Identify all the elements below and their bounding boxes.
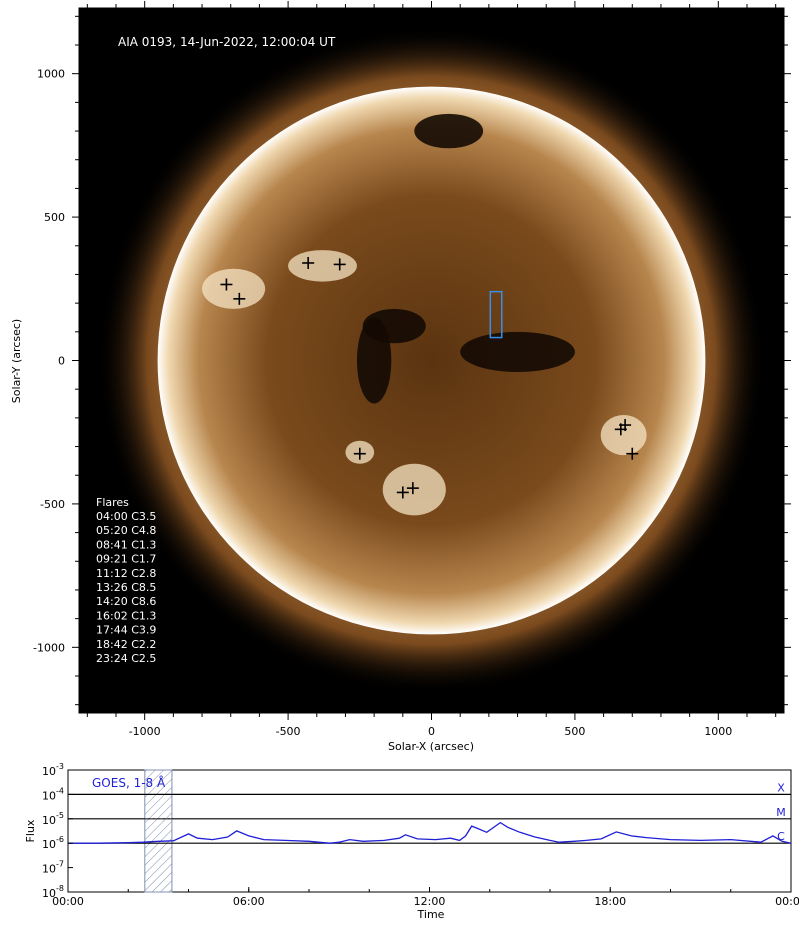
y-tick-label: 1000 bbox=[37, 68, 65, 81]
flare-marker bbox=[353, 447, 366, 460]
goes-panel: XMC 00:0006:0012:0018:0000:0010-310-410-… bbox=[24, 762, 799, 921]
goes-plot-area bbox=[67, 769, 792, 893]
goes-xlabel: Time bbox=[417, 908, 445, 921]
goes-y-tick-exponent: -7 bbox=[56, 860, 64, 869]
goes-y-tick-exponent: -4 bbox=[56, 786, 64, 795]
goes-y-tick-base: 10 bbox=[42, 863, 56, 876]
goes-y-tick-exponent: -6 bbox=[56, 835, 64, 844]
goes-y-tick-exponent: -8 bbox=[56, 884, 64, 893]
y-tick-label: -1000 bbox=[33, 641, 65, 654]
flare-marker bbox=[233, 292, 246, 305]
flare-list-item: 09:21 C1.7 bbox=[96, 553, 156, 566]
x-tick-label: 1000 bbox=[704, 725, 732, 738]
goes-flux-series bbox=[68, 821, 792, 844]
image-axes: -1000 -500 0 500 1000 -1000 -500 0 500 1000 bbox=[33, 1, 791, 738]
flare-marker bbox=[220, 278, 233, 291]
flare-list-item: 05:20 C4.8 bbox=[96, 524, 156, 537]
goes-label: GOES, 1-8 Å bbox=[92, 775, 166, 790]
image-xlabel: Solar-X (arcsec) bbox=[388, 740, 474, 753]
goes-x-tick-label: 18:00 bbox=[594, 895, 626, 908]
x-tick-label: 0 bbox=[428, 725, 435, 738]
y-tick-label: 0 bbox=[58, 355, 65, 368]
sun-disk-group bbox=[97, 26, 766, 695]
coronal-hole bbox=[414, 113, 484, 149]
image-title: AIA 0193, 14-Jun-2022, 12:00:04 UT bbox=[118, 35, 336, 49]
flare-list-item: 11:12 C2.8 bbox=[96, 567, 156, 580]
goes-ylabel: Flux bbox=[24, 819, 37, 842]
flare-list-item: 04:00 C3.5 bbox=[96, 510, 156, 523]
coronal-hole bbox=[460, 331, 575, 372]
goes-class-lines: XMC bbox=[68, 781, 791, 844]
active-region bbox=[288, 250, 357, 282]
class-label: M bbox=[776, 806, 786, 819]
x-tick-label: -500 bbox=[276, 725, 301, 738]
goes-y-tick-exponent: -3 bbox=[56, 762, 64, 771]
flare-marker bbox=[302, 256, 315, 269]
goes-x-tick-label: 00:00 bbox=[52, 895, 84, 908]
goes-y-tick-base: 10 bbox=[42, 789, 56, 802]
goes-x-tick-label: 12:00 bbox=[414, 895, 446, 908]
flare-marker bbox=[333, 258, 346, 271]
goes-y-tick-base: 10 bbox=[42, 765, 56, 778]
flare-list-item: 08:41 C1.3 bbox=[96, 538, 156, 551]
flare-list: 04:00 C3.505:20 C4.808:41 C1.3 09:21 C1.7… bbox=[96, 510, 156, 665]
flare-list-item: 13:26 C8.5 bbox=[96, 581, 156, 594]
flare-markers bbox=[220, 256, 639, 499]
coronal-hole bbox=[356, 317, 392, 404]
flare-list-item: 23:24 C2.5 bbox=[96, 652, 156, 665]
goes-axes: 00:0006:0012:0018:0000:0010-310-410-510-… bbox=[42, 762, 799, 908]
x-tick-label: -1000 bbox=[129, 725, 161, 738]
flare-list-title: Flares bbox=[96, 496, 129, 509]
flare-list-item: 18:42 C2.2 bbox=[96, 638, 156, 651]
flare-marker bbox=[406, 482, 419, 495]
image-ylabel: Solar-Y (arcsec) bbox=[10, 319, 23, 403]
sun-disk bbox=[157, 86, 706, 635]
y-tick-label: -500 bbox=[40, 498, 65, 511]
goes-y-tick-base: 10 bbox=[42, 887, 56, 900]
x-tick-label: 500 bbox=[564, 725, 585, 738]
class-label: X bbox=[777, 781, 785, 794]
goes-x-tick-label: 00:00 bbox=[775, 895, 799, 908]
flare-marker bbox=[396, 486, 409, 499]
goes-highlight-interval bbox=[144, 769, 173, 893]
active-region bbox=[202, 268, 266, 309]
active-region bbox=[600, 414, 647, 456]
goes-y-tick-base: 10 bbox=[42, 838, 56, 851]
flare-list-item: 17:44 C3.9 bbox=[96, 624, 156, 637]
flare-marker bbox=[626, 447, 639, 460]
goes-y-tick-exponent: -5 bbox=[56, 811, 64, 820]
y-tick-label: 500 bbox=[44, 211, 65, 224]
goes-x-tick-label: 06:00 bbox=[233, 895, 265, 908]
coronal-features bbox=[202, 113, 647, 516]
flare-marker bbox=[619, 419, 632, 432]
class-label: C bbox=[777, 830, 785, 843]
selected-region-box bbox=[489, 290, 503, 339]
solar-image-panel: AIA 0193, 14-Jun-2022, 12:00:04 UT Flare… bbox=[10, 1, 791, 753]
flare-list-item: 16:02 C1.3 bbox=[96, 609, 156, 622]
flare-list-item: 14:20 C8.6 bbox=[96, 595, 156, 608]
active-region bbox=[382, 463, 446, 516]
goes-y-tick-base: 10 bbox=[42, 814, 56, 827]
